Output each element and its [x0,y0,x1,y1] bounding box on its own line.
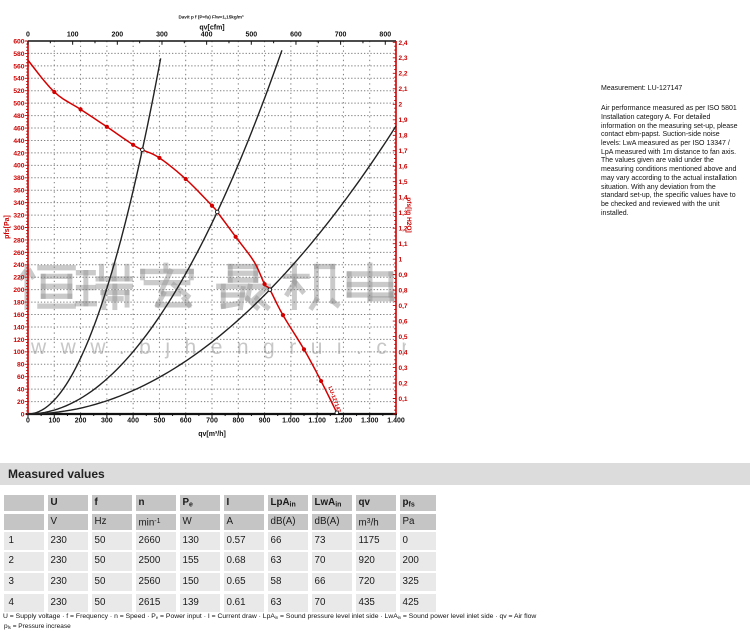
svg-text:2,4: 2,4 [399,40,408,47]
svg-text:1,5: 1,5 [399,179,408,186]
svg-text:Davit p f (P=fa) F/w=1,15kg/m³: Davit p f (P=fa) F/w=1,15kg/m³ [178,15,244,20]
svg-text:400: 400 [13,163,24,170]
svg-text:1.200: 1.200 [335,418,353,425]
svg-text:0,2: 0,2 [399,380,408,387]
svg-text:380: 380 [13,175,24,182]
svg-text:540: 540 [13,76,24,83]
svg-text:440: 440 [13,138,24,145]
svg-text:2,3: 2,3 [399,55,408,62]
svg-text:0,9: 0,9 [399,272,408,279]
svg-text:1,4: 1,4 [399,195,408,202]
svg-text:2,1: 2,1 [399,86,408,93]
svg-text:1,9: 1,9 [399,117,408,124]
svg-text:1,2: 1,2 [399,226,408,233]
svg-text:400: 400 [127,418,139,425]
svg-text:200: 200 [75,418,87,425]
svg-text:420: 420 [13,150,24,157]
svg-text:0,6: 0,6 [399,318,408,325]
svg-text:580: 580 [13,51,24,58]
svg-text:100: 100 [48,418,60,425]
svg-text:500: 500 [245,32,257,39]
svg-text:300: 300 [101,418,113,425]
svg-text:480: 480 [13,113,24,120]
svg-text:180: 180 [13,300,24,307]
svg-text:800: 800 [379,32,391,39]
svg-text:0,8: 0,8 [399,288,408,295]
svg-text:300: 300 [156,32,168,39]
svg-text:100: 100 [13,349,24,356]
svg-text:pfs[in H2O]: pfs[in H2O] [405,197,412,233]
svg-text:pfs[Pa]: pfs[Pa] [4,215,11,239]
svg-text:520: 520 [13,88,24,95]
svg-text:0,4: 0,4 [399,349,408,356]
svg-text:260: 260 [13,250,24,257]
svg-text:1,8: 1,8 [399,133,408,140]
svg-text:qv[m³/h]: qv[m³/h] [198,431,226,438]
svg-text:700: 700 [335,32,347,39]
svg-text:360: 360 [13,188,24,195]
svg-text:700: 700 [206,418,218,425]
svg-text:340: 340 [13,200,24,207]
svg-text:160: 160 [13,312,24,319]
svg-text:1.300: 1.300 [361,418,379,425]
svg-text:0,5: 0,5 [399,334,408,341]
svg-text:240: 240 [13,262,24,269]
svg-text:200: 200 [13,287,24,294]
svg-text:600: 600 [13,38,24,45]
svg-text:120: 120 [13,337,24,344]
svg-text:300: 300 [13,225,24,232]
svg-text:1.400: 1.400 [387,418,405,425]
svg-text:500: 500 [154,418,166,425]
svg-text:560: 560 [13,63,24,70]
svg-text:1,6: 1,6 [399,164,408,171]
svg-text:500: 500 [13,101,24,108]
svg-text:280: 280 [13,237,24,244]
svg-text:0,1: 0,1 [399,396,408,403]
svg-text:LU-127147: LU-127147 [326,386,341,414]
svg-text:0,7: 0,7 [399,303,408,310]
svg-text:0: 0 [21,411,25,418]
svg-text:140: 140 [13,324,24,331]
svg-text:qv[cfm]: qv[cfm] [199,25,224,32]
svg-text:600: 600 [180,418,192,425]
svg-text:220: 220 [13,275,24,282]
svg-text:460: 460 [13,125,24,132]
svg-text:1: 1 [399,257,403,264]
svg-text:320: 320 [13,212,24,219]
svg-text:1,3: 1,3 [399,210,408,217]
svg-text:80: 80 [17,362,25,369]
svg-text:0: 0 [26,32,30,39]
svg-text:20: 20 [17,399,25,406]
svg-text:1.100: 1.100 [308,418,326,425]
svg-text:60: 60 [17,374,25,381]
svg-text:2: 2 [399,102,403,109]
svg-text:100: 100 [67,32,79,39]
svg-text:1,1: 1,1 [399,241,408,248]
svg-text:900: 900 [259,418,271,425]
svg-text:2,2: 2,2 [399,71,408,78]
svg-text:0,3: 0,3 [399,365,408,372]
svg-text:1.000: 1.000 [282,418,300,425]
svg-text:0: 0 [26,418,30,425]
svg-text:600: 600 [290,32,302,39]
svg-text:1,7: 1,7 [399,148,408,155]
svg-text:800: 800 [232,418,244,425]
svg-text:40: 40 [17,387,25,394]
svg-text:200: 200 [111,32,123,39]
svg-text:400: 400 [201,32,213,39]
